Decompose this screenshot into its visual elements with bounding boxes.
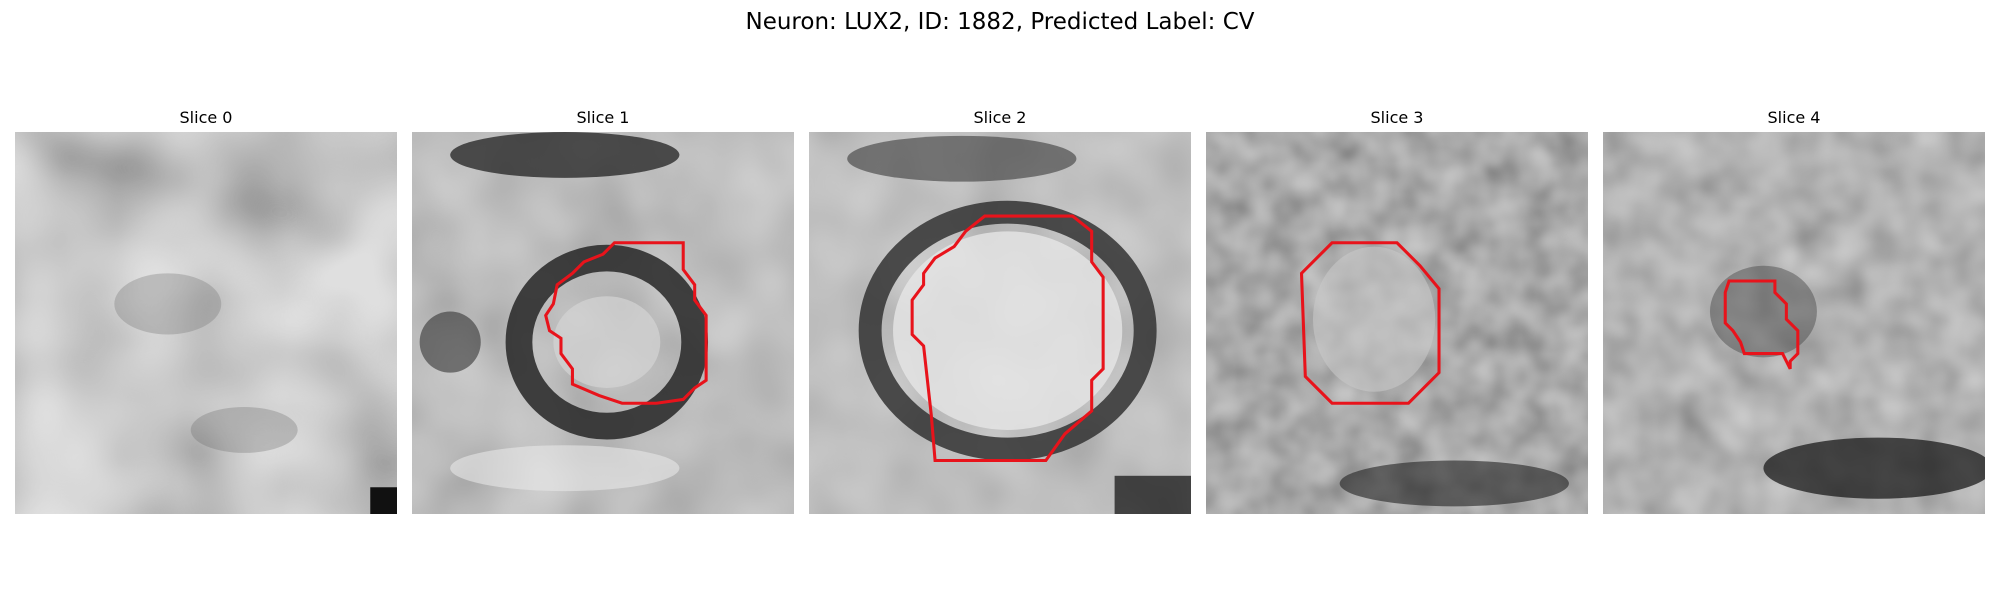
slice-panel-1: Slice 1 bbox=[412, 108, 794, 514]
slice-title: Slice 3 bbox=[1370, 108, 1424, 127]
slice-image bbox=[809, 132, 1191, 514]
slice-title: Slice 1 bbox=[576, 108, 630, 127]
slice-title: Slice 2 bbox=[973, 108, 1027, 127]
slice-image bbox=[15, 132, 397, 514]
slice-image bbox=[1603, 132, 1985, 514]
slice-title: Slice 0 bbox=[179, 108, 233, 127]
figure-title: Neuron: LUX2, ID: 1882, Predicted Label:… bbox=[745, 9, 1255, 35]
slice-panel-0: Slice 0 bbox=[15, 108, 397, 514]
contour-outline bbox=[1723, 279, 1800, 370]
slice-image bbox=[1206, 132, 1588, 514]
contour-outline bbox=[544, 241, 708, 405]
slice-image bbox=[412, 132, 794, 514]
contour-outline bbox=[1299, 241, 1441, 405]
slice-panel-4: Slice 4 bbox=[1603, 108, 1985, 514]
contour-outline bbox=[910, 214, 1105, 463]
slice-panel-2: Slice 2 bbox=[809, 108, 1191, 514]
slice-panel-3: Slice 3 bbox=[1206, 108, 1588, 514]
slice-title: Slice 4 bbox=[1767, 108, 1821, 127]
